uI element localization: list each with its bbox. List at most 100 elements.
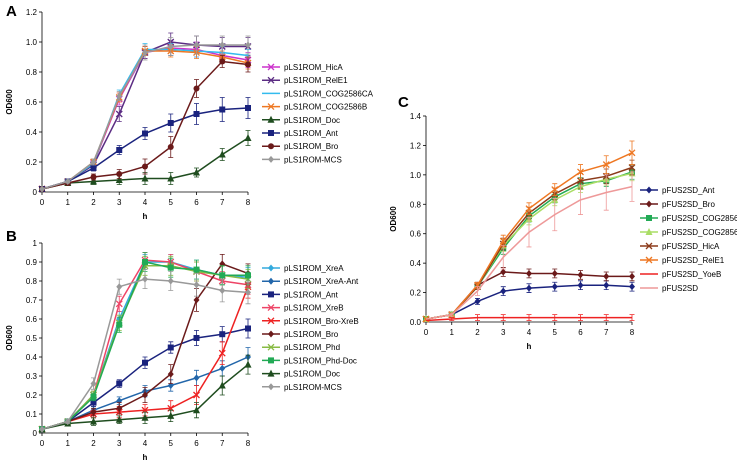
legend-label: pLS1ROM_XreB xyxy=(284,304,344,313)
series-pls1rom-doc xyxy=(38,354,252,433)
data-point xyxy=(193,335,200,341)
series-pls1rom-mcs xyxy=(39,269,251,433)
x-tick-label: 1 xyxy=(66,198,71,207)
legend-label: pLS1ROM_RelE1 xyxy=(284,76,348,85)
data-point xyxy=(193,111,200,117)
legend-marker xyxy=(268,330,274,338)
data-point xyxy=(525,205,533,213)
series-pls1rom-ant xyxy=(39,318,251,433)
data-point xyxy=(526,269,532,277)
x-tick-label: 2 xyxy=(91,439,96,448)
y-tick-label: 0.2 xyxy=(410,289,422,298)
error-bar xyxy=(603,314,609,321)
data-point xyxy=(603,272,610,280)
data-point xyxy=(219,331,226,338)
error-bar xyxy=(449,317,455,321)
data-point xyxy=(245,61,251,68)
panel-letter: B xyxy=(6,228,17,245)
data-point xyxy=(167,344,174,351)
data-point xyxy=(244,360,252,368)
data-point xyxy=(628,149,636,157)
data-point xyxy=(90,165,97,171)
data-point xyxy=(116,380,123,387)
legend-marker xyxy=(268,130,274,136)
y-tick-label: 1.2 xyxy=(26,8,38,17)
y-tick-label: 0.8 xyxy=(26,68,38,77)
y-tick-label: 0 xyxy=(33,429,38,438)
legend-label: pLS1ROM_Phd-Doc xyxy=(284,356,357,365)
error-bar xyxy=(500,245,506,270)
y-tick-label: 0.9 xyxy=(26,258,38,267)
data-point xyxy=(64,418,71,426)
x-tick-label: 2 xyxy=(91,198,96,207)
y-tick-label: 0.6 xyxy=(26,98,38,107)
data-point xyxy=(500,268,507,276)
data-point xyxy=(500,287,507,295)
data-point xyxy=(142,275,148,283)
x-tick-label: 4 xyxy=(143,198,148,207)
data-point xyxy=(142,259,148,265)
data-point xyxy=(193,374,200,382)
data-point xyxy=(167,43,174,50)
data-point xyxy=(167,411,175,419)
y-axis-label: OD600 xyxy=(5,89,14,115)
data-point xyxy=(219,58,226,65)
x-tick-label: 7 xyxy=(220,439,225,448)
data-point xyxy=(167,120,174,126)
data-point xyxy=(193,296,200,304)
data-point xyxy=(116,92,123,100)
data-point xyxy=(167,174,175,182)
x-tick-label: 1 xyxy=(450,328,455,337)
x-tick-label: 6 xyxy=(194,198,199,207)
y-tick-label: 0.4 xyxy=(26,353,38,362)
x-tick-label: 8 xyxy=(630,328,635,337)
legend-marker xyxy=(645,228,653,235)
data-point xyxy=(90,408,97,416)
data-point xyxy=(474,281,481,289)
data-point xyxy=(141,413,149,421)
data-point xyxy=(602,161,610,169)
data-point xyxy=(116,321,123,328)
x-tick-label: 2 xyxy=(475,328,480,337)
data-point xyxy=(219,364,226,372)
x-axis-label: h xyxy=(143,212,148,221)
data-point xyxy=(115,176,123,183)
legend-label: pLS1ROM_Phd xyxy=(284,343,340,352)
data-point xyxy=(219,272,226,279)
legend-label: pLS1ROM_COG2586CA xyxy=(284,89,374,98)
y-tick-label: 0.2 xyxy=(26,158,38,167)
data-point xyxy=(39,185,45,193)
y-tick-label: 0.1 xyxy=(26,410,38,419)
x-tick-label: 0 xyxy=(40,439,45,448)
y-axis-label: OD600 xyxy=(389,206,398,232)
legend: pLS1ROM_HicA pLS1ROM_RelE1 pLS1ROM_COG2586… xyxy=(262,63,374,164)
legend-marker xyxy=(268,357,274,364)
legend-label: pFUS2SD_HicA xyxy=(662,242,720,251)
data-point xyxy=(551,283,558,291)
error-bar xyxy=(629,314,635,321)
x-tick-label: 5 xyxy=(169,439,174,448)
y-tick-label: 0.4 xyxy=(410,259,422,268)
data-point xyxy=(64,178,71,185)
series-pfus2sd-yoeb xyxy=(425,314,635,322)
chart-panel-c: C 0.0 0.2 0.4 0.6 0.8 1.0 1.2 1.4 0 1 2 3 4 5 6 7 8 h OD600… xyxy=(389,94,737,351)
legend-label: pLS1ROM_XreA xyxy=(284,264,344,273)
data-point xyxy=(629,272,635,280)
y-tick-label: 1.2 xyxy=(410,141,422,150)
y-tick-label: 0.6 xyxy=(26,315,38,324)
y-tick-label: 0.6 xyxy=(410,230,422,239)
error-bar xyxy=(552,198,558,232)
error-bar xyxy=(629,171,635,202)
legend-marker xyxy=(646,200,652,208)
data-point xyxy=(142,130,148,137)
x-tick-label: 6 xyxy=(578,328,583,337)
x-tick-label: 5 xyxy=(553,328,558,337)
x-tick-label: 8 xyxy=(246,198,251,207)
legend-marker xyxy=(268,155,274,163)
data-point xyxy=(499,237,507,245)
legend-marker xyxy=(268,383,274,391)
data-point xyxy=(167,264,174,271)
data-point xyxy=(245,325,251,332)
y-tick-label: 1.0 xyxy=(410,171,422,180)
legend-label: pLS1ROM_XreA-Ant xyxy=(284,277,359,286)
